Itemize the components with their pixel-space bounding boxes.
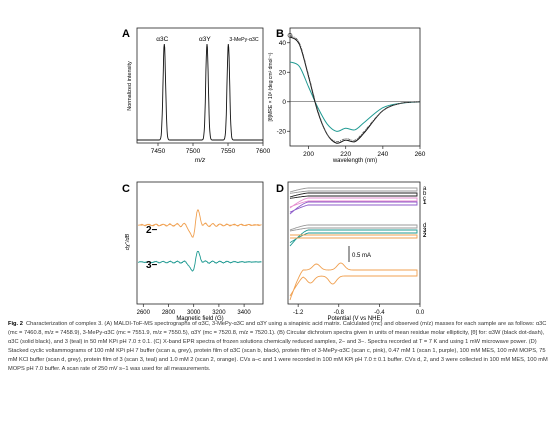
panel-d-xtick-label: -0.4 bbox=[374, 310, 385, 316]
panel-c-xtick-label: 3400 bbox=[237, 310, 251, 316]
cv-label-1: 1 bbox=[423, 200, 427, 206]
panel-b-xlabel: wavelength (nm) bbox=[332, 158, 377, 164]
epr-label-2-minus: 2− bbox=[146, 225, 158, 236]
panel-d-xtick-label: 0.0 bbox=[416, 310, 425, 316]
cv-trace-c bbox=[289, 197, 418, 209]
peak-label-3mepy: 3-MePy-α3C bbox=[229, 37, 258, 43]
panel-a-xtick-label: 7500 bbox=[186, 148, 201, 155]
panel-d-xtick-label: -0.8 bbox=[334, 310, 345, 316]
panel-b-ytick-label: -20 bbox=[277, 128, 287, 135]
panel-c-xtick-label: 2800 bbox=[162, 310, 176, 316]
cv-trace-a bbox=[289, 187, 418, 194]
epr-label-3-minus: 3− bbox=[146, 260, 158, 271]
cv-trace-b bbox=[289, 192, 418, 199]
panel-a-xtick-label: 7600 bbox=[256, 148, 271, 155]
panel-b-ytick-label: 40 bbox=[279, 40, 287, 47]
panel-b-xtick-label: 220 bbox=[340, 151, 351, 158]
panel-b: [θ]MRE × 10³ (deg cm² dmol⁻¹) wavelength… bbox=[268, 27, 426, 164]
panel-c-xtick-label: 3000 bbox=[187, 310, 201, 316]
panel-b-ylabel: [θ]MRE × 10³ (deg cm² dmol⁻¹) bbox=[268, 52, 274, 121]
panel-b-ytick-label: 20 bbox=[279, 69, 287, 76]
panel-c: dχ''/dB Magnetic field (G) 2600 2800 3000 3… bbox=[125, 181, 264, 322]
panel-a-ylabel: Normalized intensity bbox=[127, 61, 133, 111]
panel-a-frame bbox=[136, 27, 264, 144]
panel-d-frame bbox=[287, 181, 421, 305]
caption-label: Fig. 2 bbox=[8, 321, 23, 327]
panel-label-b: B bbox=[276, 28, 284, 40]
cv-label-d: d bbox=[423, 223, 426, 229]
cv-trace-2-waves bbox=[289, 262, 418, 301]
panel-b-xtick-label: 260 bbox=[415, 151, 426, 158]
panel-label-a: A bbox=[122, 28, 130, 40]
scale-bar-label: 0.5 mA bbox=[352, 253, 371, 259]
panel-c-xtick-label: 3200 bbox=[212, 310, 226, 316]
panel-label-d: D bbox=[276, 183, 284, 195]
panel-a: Normalized intensity m/z 7450 7500 7550 760… bbox=[127, 27, 271, 164]
cv-trace-3 bbox=[289, 229, 418, 247]
panel-b-ytick-label: 0 bbox=[282, 99, 286, 106]
panel-d-xtick-label: -1.2 bbox=[293, 310, 304, 316]
cv-label-c: c bbox=[423, 196, 426, 202]
panel-b-frame bbox=[289, 27, 421, 147]
cd-trace-a3w-dotdash bbox=[289, 35, 421, 143]
peak-label-a3y: α3Y bbox=[199, 36, 211, 43]
panel-c-xlabel: Magnetic field (G) bbox=[176, 316, 223, 322]
panel-a-xlabel: m/z bbox=[195, 157, 206, 164]
panel-b-xtick-label: 200 bbox=[303, 151, 314, 158]
cv-trace-2 bbox=[290, 234, 418, 239]
cv-trace-1 bbox=[289, 201, 418, 215]
epr-trace-2-minus bbox=[137, 209, 262, 238]
figure-caption: Fig. 2 Characterization of complex 3. (A… bbox=[8, 320, 548, 374]
panel-label-c: C bbox=[122, 183, 130, 195]
panel-b-xtick-label: 240 bbox=[377, 151, 388, 158]
panel-a-xtick-label: 7550 bbox=[221, 148, 236, 155]
panel-d: Potential (V vs NHE) -1.2 -0.8 -0.4 0.0 abc… bbox=[287, 181, 427, 322]
panel-c-xtick-label: 2600 bbox=[137, 310, 151, 316]
panel-d-xlabel: Potential (V vs NHE) bbox=[327, 316, 382, 322]
cv-label-3: 3 bbox=[423, 228, 427, 234]
epr-trace-3-minus bbox=[137, 250, 262, 272]
cv-label-b: b bbox=[423, 191, 427, 197]
panel-a-xtick-label: 7450 bbox=[151, 148, 166, 155]
cd-trace-3-teal bbox=[289, 61, 421, 132]
panel-a-spectrum-trace bbox=[137, 43, 263, 141]
caption-text: Characterization of complex 3. (A) MALDI… bbox=[8, 321, 548, 372]
cv-label-2: 2 bbox=[423, 233, 427, 239]
panel-c-frame bbox=[136, 181, 264, 305]
panel-c-ylabel: dχ''/dB bbox=[125, 233, 131, 250]
cv-trace-d bbox=[289, 224, 418, 232]
cv-label-a: a bbox=[423, 186, 427, 192]
peak-label-a3c: α3C bbox=[156, 36, 168, 43]
